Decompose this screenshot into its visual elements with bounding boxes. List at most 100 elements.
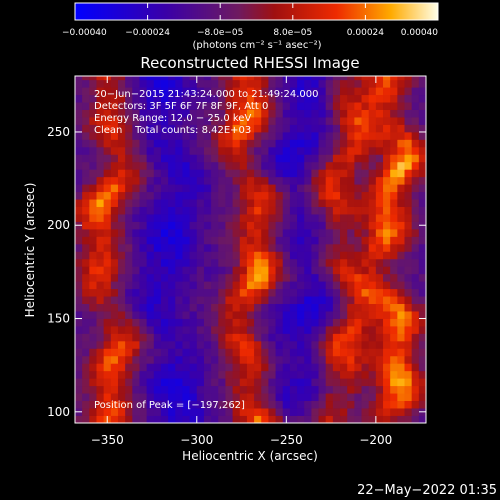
chart-title: Reconstructed RHESSI Image (140, 54, 359, 72)
heatmap-cell (139, 236, 148, 245)
heatmap-cell (411, 184, 420, 193)
heatmap-cell (404, 131, 413, 140)
heatmap-cell (390, 251, 398, 260)
heatmap-cell (297, 102, 305, 110)
heatmap-cell (160, 117, 169, 125)
heatmap-cell (139, 243, 148, 252)
heatmap-cell (182, 400, 191, 409)
heatmap-cell (282, 124, 291, 133)
heatmap-cell (297, 161, 305, 170)
heatmap-cell (275, 288, 284, 297)
heatmap-cell (311, 415, 319, 423)
heatmap-cell (89, 303, 97, 312)
heatmap-cell (297, 87, 305, 96)
heatmap-cell (397, 348, 405, 357)
heatmap-cell (146, 333, 155, 342)
heatmap-cell (89, 176, 97, 185)
heatmap-cell (404, 117, 413, 125)
heatmap-cell (390, 303, 398, 312)
heatmap-cell (139, 79, 148, 88)
heatmap-cell (361, 169, 370, 178)
heatmap-cell (153, 79, 162, 88)
heatmap-cell (375, 363, 384, 372)
heatmap-cell (160, 169, 169, 178)
heatmap-cell (297, 76, 305, 81)
heatmap-cell (404, 214, 413, 222)
heatmap-cell (239, 176, 248, 185)
heatmap-cell (404, 355, 413, 364)
heatmap-cell (289, 415, 298, 423)
heatmap-cell (289, 333, 298, 342)
heatmap-cell (254, 348, 262, 357)
heatmap-cell (153, 228, 162, 237)
heatmap-cell (268, 236, 276, 245)
heatmap-cell (110, 340, 119, 349)
heatmap-cell (225, 176, 233, 185)
heatmap-cell (110, 176, 119, 185)
heatmap-cell (196, 184, 205, 193)
heatmap-cell (139, 87, 148, 96)
heatmap-cell (340, 139, 348, 148)
heatmap-cell (340, 184, 348, 193)
heatmap-cell (211, 273, 219, 282)
heatmap-cell (196, 102, 205, 110)
heatmap-cell (82, 221, 90, 230)
heatmap-cell (153, 348, 162, 357)
heatmap-cell (261, 340, 269, 349)
heatmap-cell (196, 303, 205, 312)
heatmap-cell (82, 258, 90, 267)
heatmap-cell (304, 333, 312, 342)
heatmap-cell (404, 348, 413, 357)
heatmap-cell (318, 87, 327, 96)
heatmap-cell (332, 311, 341, 319)
heatmap-cell (282, 139, 291, 148)
heatmap-cell (175, 258, 183, 267)
heatmap-cell (418, 236, 426, 245)
heatmap-cell (383, 154, 391, 163)
heatmap-cell (153, 273, 162, 282)
heatmap-cell (404, 228, 413, 237)
heatmap-cell (175, 243, 183, 252)
heatmap-cell (246, 124, 255, 133)
heatmap-cell (289, 117, 298, 125)
heatmap-cell (175, 296, 183, 304)
heatmap-cell (153, 109, 162, 118)
heatmap-cell (75, 176, 83, 185)
heatmap-cell (297, 154, 305, 163)
heatmap-cell (304, 415, 312, 423)
heatmap-cell (354, 214, 362, 222)
heatmap-cell (103, 214, 112, 222)
heatmap-cell (146, 146, 155, 155)
heatmap-cell (246, 79, 255, 88)
heatmap-cell (189, 385, 198, 394)
heatmap-cell (82, 236, 90, 245)
heatmap-cell (175, 408, 183, 416)
heatmap-cell (211, 415, 219, 423)
heatmap-cell (261, 109, 269, 118)
heatmap-cell (225, 311, 233, 319)
peak-position-text: Position of Peak = [−197,262] (94, 400, 245, 411)
heatmap-cell (96, 296, 105, 304)
heatmap-cell (340, 228, 348, 237)
heatmap-cell (261, 206, 269, 215)
heatmap-cell (404, 161, 413, 170)
heatmap-cell (82, 288, 90, 297)
heatmap-cell (354, 79, 362, 88)
heatmap-cell (383, 325, 391, 334)
heatmap-cell (89, 378, 97, 387)
heatmap-cell (82, 94, 90, 103)
heatmap-cell (182, 221, 191, 230)
heatmap-cell (196, 161, 205, 170)
heatmap-cell (146, 370, 155, 379)
heatmap-cell (218, 139, 226, 148)
heatmap-cell (418, 191, 426, 200)
heatmap-cell (304, 311, 312, 319)
heatmap-cell (117, 214, 126, 222)
heatmap-cell (175, 288, 183, 297)
heatmap-cell (125, 400, 133, 409)
heatmap-cell (82, 243, 90, 252)
heatmap-cell (404, 236, 413, 245)
x-axis-label: Heliocentric X (arcsec) (182, 449, 318, 463)
heatmap-cell (139, 169, 148, 178)
heatmap-cell (418, 76, 426, 81)
